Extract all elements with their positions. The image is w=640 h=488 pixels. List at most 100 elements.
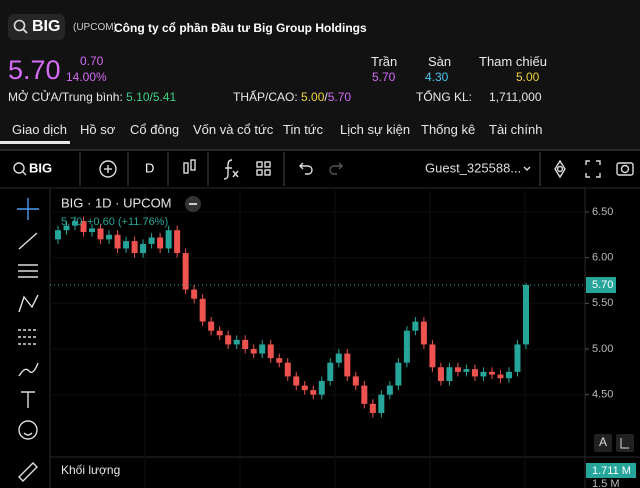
add-compare[interactable] [99, 160, 117, 178]
text-tool[interactable] [21, 391, 35, 408]
drawing-tools [17, 198, 39, 220]
open-avg-label: MỞ CỬA/Trung bình: [8, 90, 123, 104]
prediction-tool[interactable] [18, 329, 38, 345]
candle-body [233, 339, 240, 345]
brush-tool[interactable] [18, 362, 39, 377]
ruler-tool[interactable] [18, 462, 38, 482]
ref: 5.00 [516, 70, 540, 84]
tab[interactable]: Hồ sơ [80, 122, 116, 137]
volume-tag [586, 463, 636, 478]
screenshot [620, 164, 630, 174]
tab[interactable]: Cổ đông [130, 122, 180, 137]
screenshot[interactable] [616, 162, 634, 176]
drawing-tools [18, 232, 39, 482]
candle-body [335, 353, 342, 363]
candle-body [514, 344, 521, 372]
ceiling: 5.70 [372, 70, 396, 84]
candle-body [327, 362, 334, 381]
candle-body [106, 234, 113, 240]
candle-type [190, 159, 196, 171]
ceiling-label: Trần [371, 54, 398, 69]
crosshair-tool[interactable] [17, 198, 39, 220]
volume-pane-title: Khối lượng [61, 463, 120, 477]
candle-type[interactable] [183, 162, 189, 174]
auto-scale-button[interactable] [594, 434, 612, 452]
templates [264, 169, 271, 176]
y-tick-label: 6.50 [592, 206, 613, 218]
candle-body [378, 394, 385, 413]
auto-scale-label[interactable]: A [599, 435, 607, 449]
interval[interactable]: D [145, 160, 154, 175]
candle-body [199, 298, 206, 322]
tab[interactable]: Tin tức [283, 122, 324, 137]
search-box[interactable]: BIG [8, 14, 65, 40]
floor-label: Sàn [428, 54, 452, 69]
ref-label: Tham chiếu [479, 54, 547, 69]
pattern-tool[interactable] [18, 294, 39, 313]
floor: 4.30 [425, 70, 449, 84]
candle-body [276, 358, 283, 363]
candle-body [344, 353, 351, 377]
candle-body [488, 371, 495, 375]
volume-tag-label: 1.711 M [592, 465, 631, 477]
y-tick-label: 6.00 [592, 252, 613, 264]
candle-body [208, 321, 215, 331]
candle-body [140, 243, 147, 254]
log-scale-button[interactable] [616, 434, 634, 452]
candle-body [114, 234, 121, 249]
candle-body [216, 330, 223, 336]
candle-body [174, 230, 181, 254]
candle-body [395, 362, 402, 386]
emoji-tool [23, 432, 33, 436]
search-icon [13, 19, 28, 34]
candle-body [293, 376, 300, 386]
tab[interactable]: Giao dịch [12, 122, 67, 137]
candle-body [148, 237, 155, 244]
candle-body [97, 228, 104, 240]
tab[interactable]: Tài chính [489, 122, 543, 137]
indicators[interactable] [223, 159, 239, 180]
candle-body [505, 371, 512, 379]
candle-body [182, 253, 189, 290]
user[interactable]: Guest_325588... [425, 160, 521, 175]
candle-body [497, 374, 504, 379]
undo[interactable] [299, 162, 313, 175]
search-icon[interactable] [13, 162, 25, 174]
high: 5.70 [327, 90, 352, 104]
tab[interactable]: Lịch sự kiện [340, 122, 411, 137]
toolbar [13, 152, 634, 186]
volume-tick-label: 1.5 M [592, 478, 620, 488]
change-pct: 14.00% [66, 70, 107, 84]
settings[interactable] [554, 159, 566, 179]
low-high-label: THẤP/CAO: [233, 90, 298, 104]
low: 5.00 [301, 90, 325, 104]
change: 0.70 [80, 54, 104, 68]
separator: / [324, 90, 328, 104]
candle-body [89, 228, 96, 233]
last-price-tag [586, 277, 616, 294]
trend-line-tool[interactable] [18, 232, 38, 250]
fib-tool[interactable] [18, 264, 38, 278]
candle-body [352, 376, 359, 386]
templates[interactable] [256, 161, 263, 168]
dropdown[interactable] [523, 166, 531, 171]
candle-body [480, 371, 487, 377]
candle-body [131, 241, 138, 254]
candle-body [301, 385, 308, 391]
tab[interactable]: Thống kê [421, 122, 476, 137]
tab[interactable]: Vốn và cổ tức [193, 122, 274, 137]
candle-body [446, 367, 453, 381]
candle-body [429, 344, 436, 368]
chart-title: BIG · 1D · UPCOM [61, 195, 172, 210]
candle-body [412, 321, 419, 331]
redo[interactable] [329, 162, 343, 175]
candle-body [284, 362, 291, 377]
emoji-tool[interactable] [18, 420, 38, 440]
fullscreen[interactable] [585, 160, 601, 178]
exchange: (UPCOM) [73, 22, 117, 33]
candle-body [369, 403, 376, 413]
toolbar-symbol[interactable]: BIG [29, 160, 52, 175]
candle-body [463, 369, 470, 372]
candle-body [123, 241, 130, 249]
